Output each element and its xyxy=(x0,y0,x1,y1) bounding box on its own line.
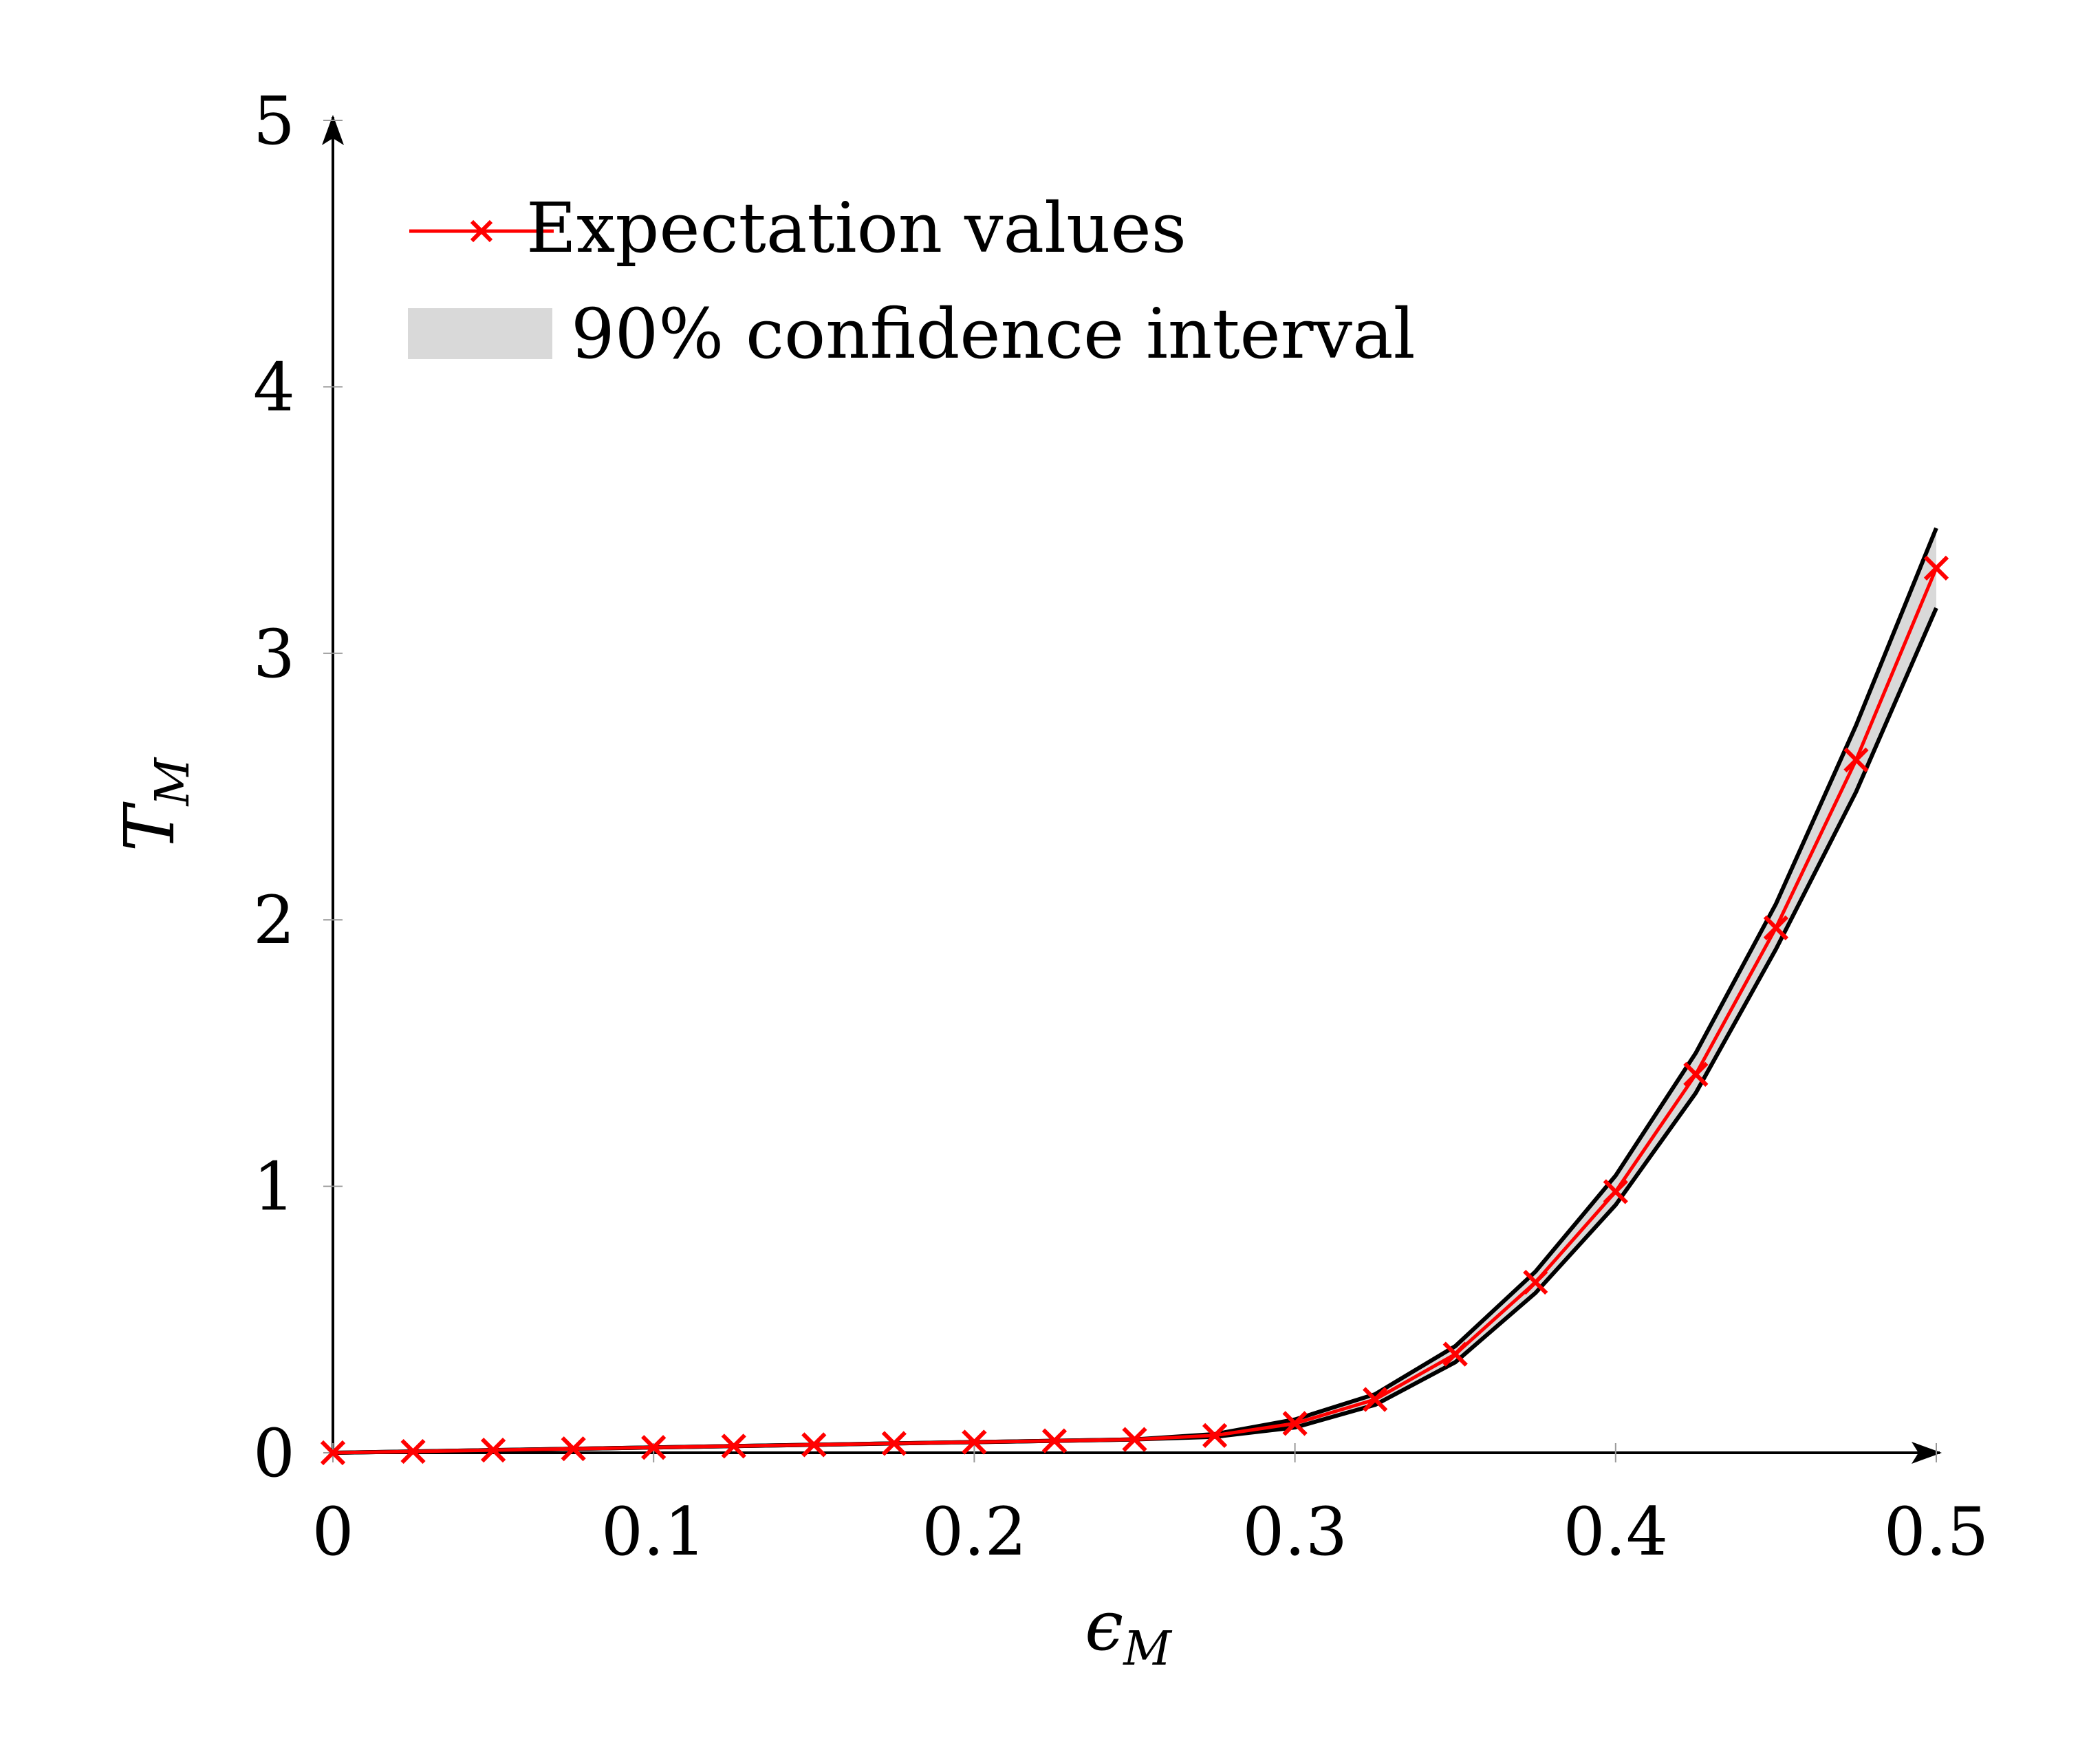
y-tick-label: 4 xyxy=(253,349,295,426)
data-point-marker xyxy=(1363,1387,1388,1412)
legend-label-confidence: 90% confidence interval xyxy=(571,294,1416,374)
x-tick-label: 0.5 xyxy=(1884,1493,1989,1570)
x-axis-label: ϵM xyxy=(1085,1586,1173,1676)
x-tick-label: 0.2 xyxy=(922,1493,1027,1570)
legend-x-marker-icon xyxy=(470,219,493,243)
y-tick-label: 2 xyxy=(253,882,295,959)
data-point-marker xyxy=(320,1440,346,1466)
band-upper-edge xyxy=(332,527,1938,1455)
data-point-marker xyxy=(801,1432,827,1458)
y-tick-label: 3 xyxy=(253,616,295,693)
x-tick-label: 0.3 xyxy=(1242,1493,1347,1570)
data-point-marker xyxy=(641,1435,667,1460)
y-axis-label: TM xyxy=(109,756,200,852)
y-axis-arrow-icon xyxy=(322,115,344,145)
data-point-marker xyxy=(1523,1269,1548,1295)
y-tick-label: 5 xyxy=(253,83,295,160)
y-tick-label: 0 xyxy=(253,1415,295,1492)
data-point-marker xyxy=(881,1431,907,1456)
series-line-expectation xyxy=(332,567,1938,1455)
confidence-band xyxy=(332,527,1938,1455)
data-point-marker xyxy=(480,1438,506,1463)
legend-band-swatch xyxy=(408,308,552,359)
data-point-marker xyxy=(1122,1427,1147,1452)
data-point-marker xyxy=(1763,915,1789,940)
data-point-marker xyxy=(962,1429,987,1455)
data-point-marker xyxy=(721,1434,746,1459)
x-tick-label: 0.4 xyxy=(1563,1493,1668,1570)
x-tick-label: 0 xyxy=(312,1493,354,1570)
data-point-marker xyxy=(1923,555,1949,581)
tick-labels: 0 0.1 0.2 0.3 0.4 0.5 0 1 2 3 4 5 xyxy=(253,83,1989,1570)
data-point-marker xyxy=(561,1436,586,1462)
data-point-marker xyxy=(1603,1179,1628,1204)
data-point-marker xyxy=(1202,1423,1228,1448)
data-point-marker xyxy=(1041,1428,1068,1453)
legend-label-expectation: Expectation values xyxy=(526,188,1187,268)
data-point-marker xyxy=(1442,1341,1468,1367)
data-point-marker xyxy=(400,1438,426,1464)
series-layer xyxy=(320,555,1949,1466)
x-tick-label: 0.1 xyxy=(601,1493,706,1570)
data-point-marker xyxy=(1683,1061,1709,1088)
y-tick-label: 1 xyxy=(253,1149,295,1226)
x-axis-arrow-icon xyxy=(1912,1442,1942,1464)
legend: Expectation values 90% confidence interv… xyxy=(408,188,1416,374)
band-lower-edge xyxy=(332,607,1938,1455)
data-point-marker xyxy=(1843,747,1869,772)
band-fill xyxy=(333,528,1936,1453)
data-point-marker xyxy=(1282,1411,1308,1436)
